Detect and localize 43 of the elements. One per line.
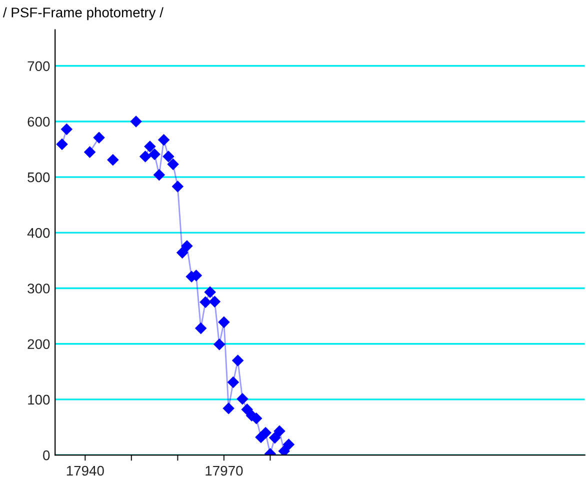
- point: [154, 169, 165, 180]
- x-tick-label: 17970: [206, 466, 243, 476]
- point: [140, 150, 151, 162]
- point: [107, 154, 119, 166]
- point: [232, 354, 244, 366]
- point: [167, 158, 179, 170]
- point: [93, 132, 105, 144]
- y-tick-label: 400: [27, 228, 50, 238]
- y-tick-label: 100: [28, 394, 50, 405]
- point: [130, 116, 142, 128]
- point: [158, 134, 170, 146]
- point: [283, 438, 294, 450]
- point: [204, 286, 216, 298]
- point: [56, 138, 68, 150]
- point: [84, 146, 96, 158]
- point: [218, 316, 230, 328]
- y-tick-label: 0: [43, 450, 50, 460]
- x-tick-label: 17940: [66, 466, 104, 476]
- point: [269, 432, 280, 444]
- point: [148, 148, 160, 160]
- point: [61, 124, 72, 135]
- y-tick-label: 300: [28, 284, 50, 294]
- point: [172, 180, 184, 192]
- point: [214, 338, 225, 350]
- point: [260, 427, 272, 438]
- y-tick-label: 200: [28, 339, 50, 350]
- point: [176, 247, 188, 258]
- point: [209, 296, 220, 308]
- point: [144, 140, 156, 152]
- y-tick-label: 700: [28, 61, 50, 72]
- point: [200, 296, 212, 308]
- point: [241, 404, 253, 416]
- chart-title: / PSF-Frame photometry /: [2, 7, 164, 20]
- y-tick-label: 500: [28, 172, 50, 182]
- y-tick-label: 600: [28, 116, 50, 127]
- point: [222, 402, 234, 414]
- point: [162, 150, 174, 162]
- point: [181, 240, 193, 252]
- point: [228, 376, 239, 388]
- point: [236, 393, 248, 404]
- point: [278, 446, 290, 456]
- point: [274, 426, 286, 437]
- point: [195, 322, 206, 334]
